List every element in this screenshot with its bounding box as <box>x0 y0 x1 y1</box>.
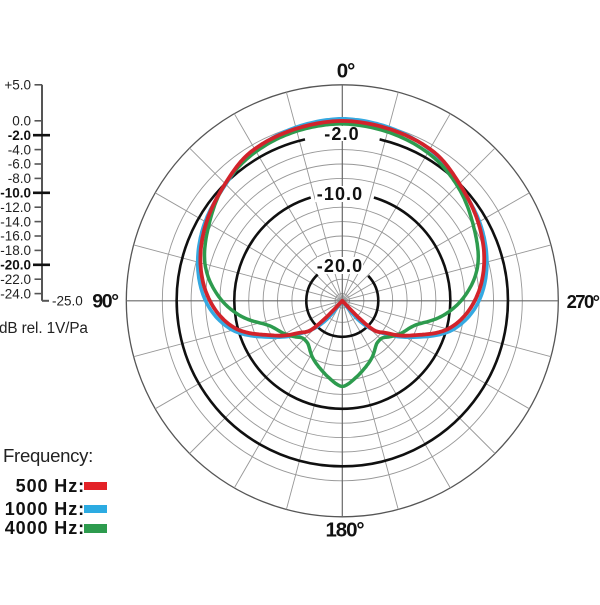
svg-text:+5.0: +5.0 <box>4 78 31 93</box>
svg-text:-4.0: -4.0 <box>8 142 31 157</box>
svg-text:-6.0: -6.0 <box>8 157 31 172</box>
svg-text:-10.0: -10.0 <box>0 186 31 201</box>
svg-text:-8.0: -8.0 <box>8 171 31 186</box>
svg-text:-20.0: -20.0 <box>317 256 364 276</box>
svg-text:90°: 90° <box>92 291 118 313</box>
svg-text:-18.0: -18.0 <box>0 243 31 258</box>
svg-text:180°: 180° <box>325 519 364 542</box>
svg-text:-22.0: -22.0 <box>0 272 31 287</box>
svg-text:-20.0: -20.0 <box>0 258 31 273</box>
svg-text:-2.0: -2.0 <box>8 128 31 143</box>
svg-text:-16.0: -16.0 <box>0 229 31 244</box>
svg-text:-12.0: -12.0 <box>0 200 31 215</box>
svg-text:-10.0: -10.0 <box>317 184 364 204</box>
svg-text:0°: 0° <box>337 60 355 83</box>
svg-text:-25.0: -25.0 <box>52 294 83 309</box>
svg-text:0.0: 0.0 <box>12 114 31 129</box>
svg-text:-14.0: -14.0 <box>0 214 31 229</box>
svg-text:-24.0: -24.0 <box>0 286 31 301</box>
svg-text:270°: 270° <box>567 291 600 312</box>
svg-text:-2.0: -2.0 <box>324 124 359 144</box>
